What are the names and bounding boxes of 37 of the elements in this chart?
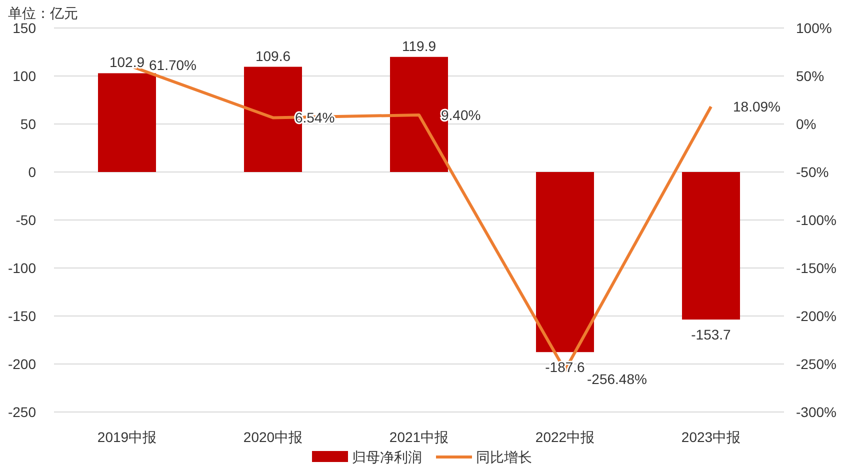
y-tick-label: -200 [8, 356, 36, 372]
y2-tick-label: -300% [796, 404, 836, 420]
y-tick-label: 100 [12, 68, 36, 84]
y-tick-label: -50 [16, 212, 36, 228]
x-tick-label: 2020中报 [243, 429, 303, 445]
bar [98, 73, 156, 172]
bar [682, 172, 740, 320]
x-tick-label: 2022中报 [535, 429, 595, 445]
data-label: 119.9 [402, 38, 436, 54]
y-tick-label: 50 [20, 116, 36, 132]
y2-tick-label: -50% [796, 164, 829, 180]
legend-label: 同比增长 [476, 449, 532, 465]
data-label: -256.48% [587, 371, 647, 388]
y-axis-title: 单位：亿元 [8, 5, 78, 21]
y2-tick-label: 100% [796, 20, 832, 36]
data-label: -153.7 [691, 326, 732, 343]
y2-tick-label: -150% [796, 260, 836, 276]
y2-tick-label: 0% [796, 116, 816, 132]
data-label: 109.6 [255, 48, 291, 64]
x-tick-label: 2023中报 [681, 429, 741, 445]
y2-tick-label: -250% [796, 356, 836, 372]
y2-tick-label: -100% [796, 212, 836, 228]
y-tick-label: -150 [8, 308, 36, 324]
legend-label: 归母净利润 [352, 449, 422, 465]
y-tick-label: 0 [28, 164, 36, 180]
y-tick-label: 150 [12, 20, 36, 36]
data-label: 18.09% [733, 98, 780, 115]
x-tick-label: 2021中报 [389, 429, 449, 445]
y2-tick-label: -200% [796, 308, 836, 324]
y2-tick-label: 50% [796, 68, 824, 84]
data-label: 61.70% [149, 56, 196, 73]
data-label: 6.54% [295, 110, 335, 126]
data-label: 102.9 [109, 54, 145, 70]
bar [536, 172, 594, 352]
y-tick-label: -250 [8, 404, 36, 420]
y-tick-label: -100 [8, 260, 36, 276]
x-tick-label: 2019中报 [97, 429, 157, 445]
